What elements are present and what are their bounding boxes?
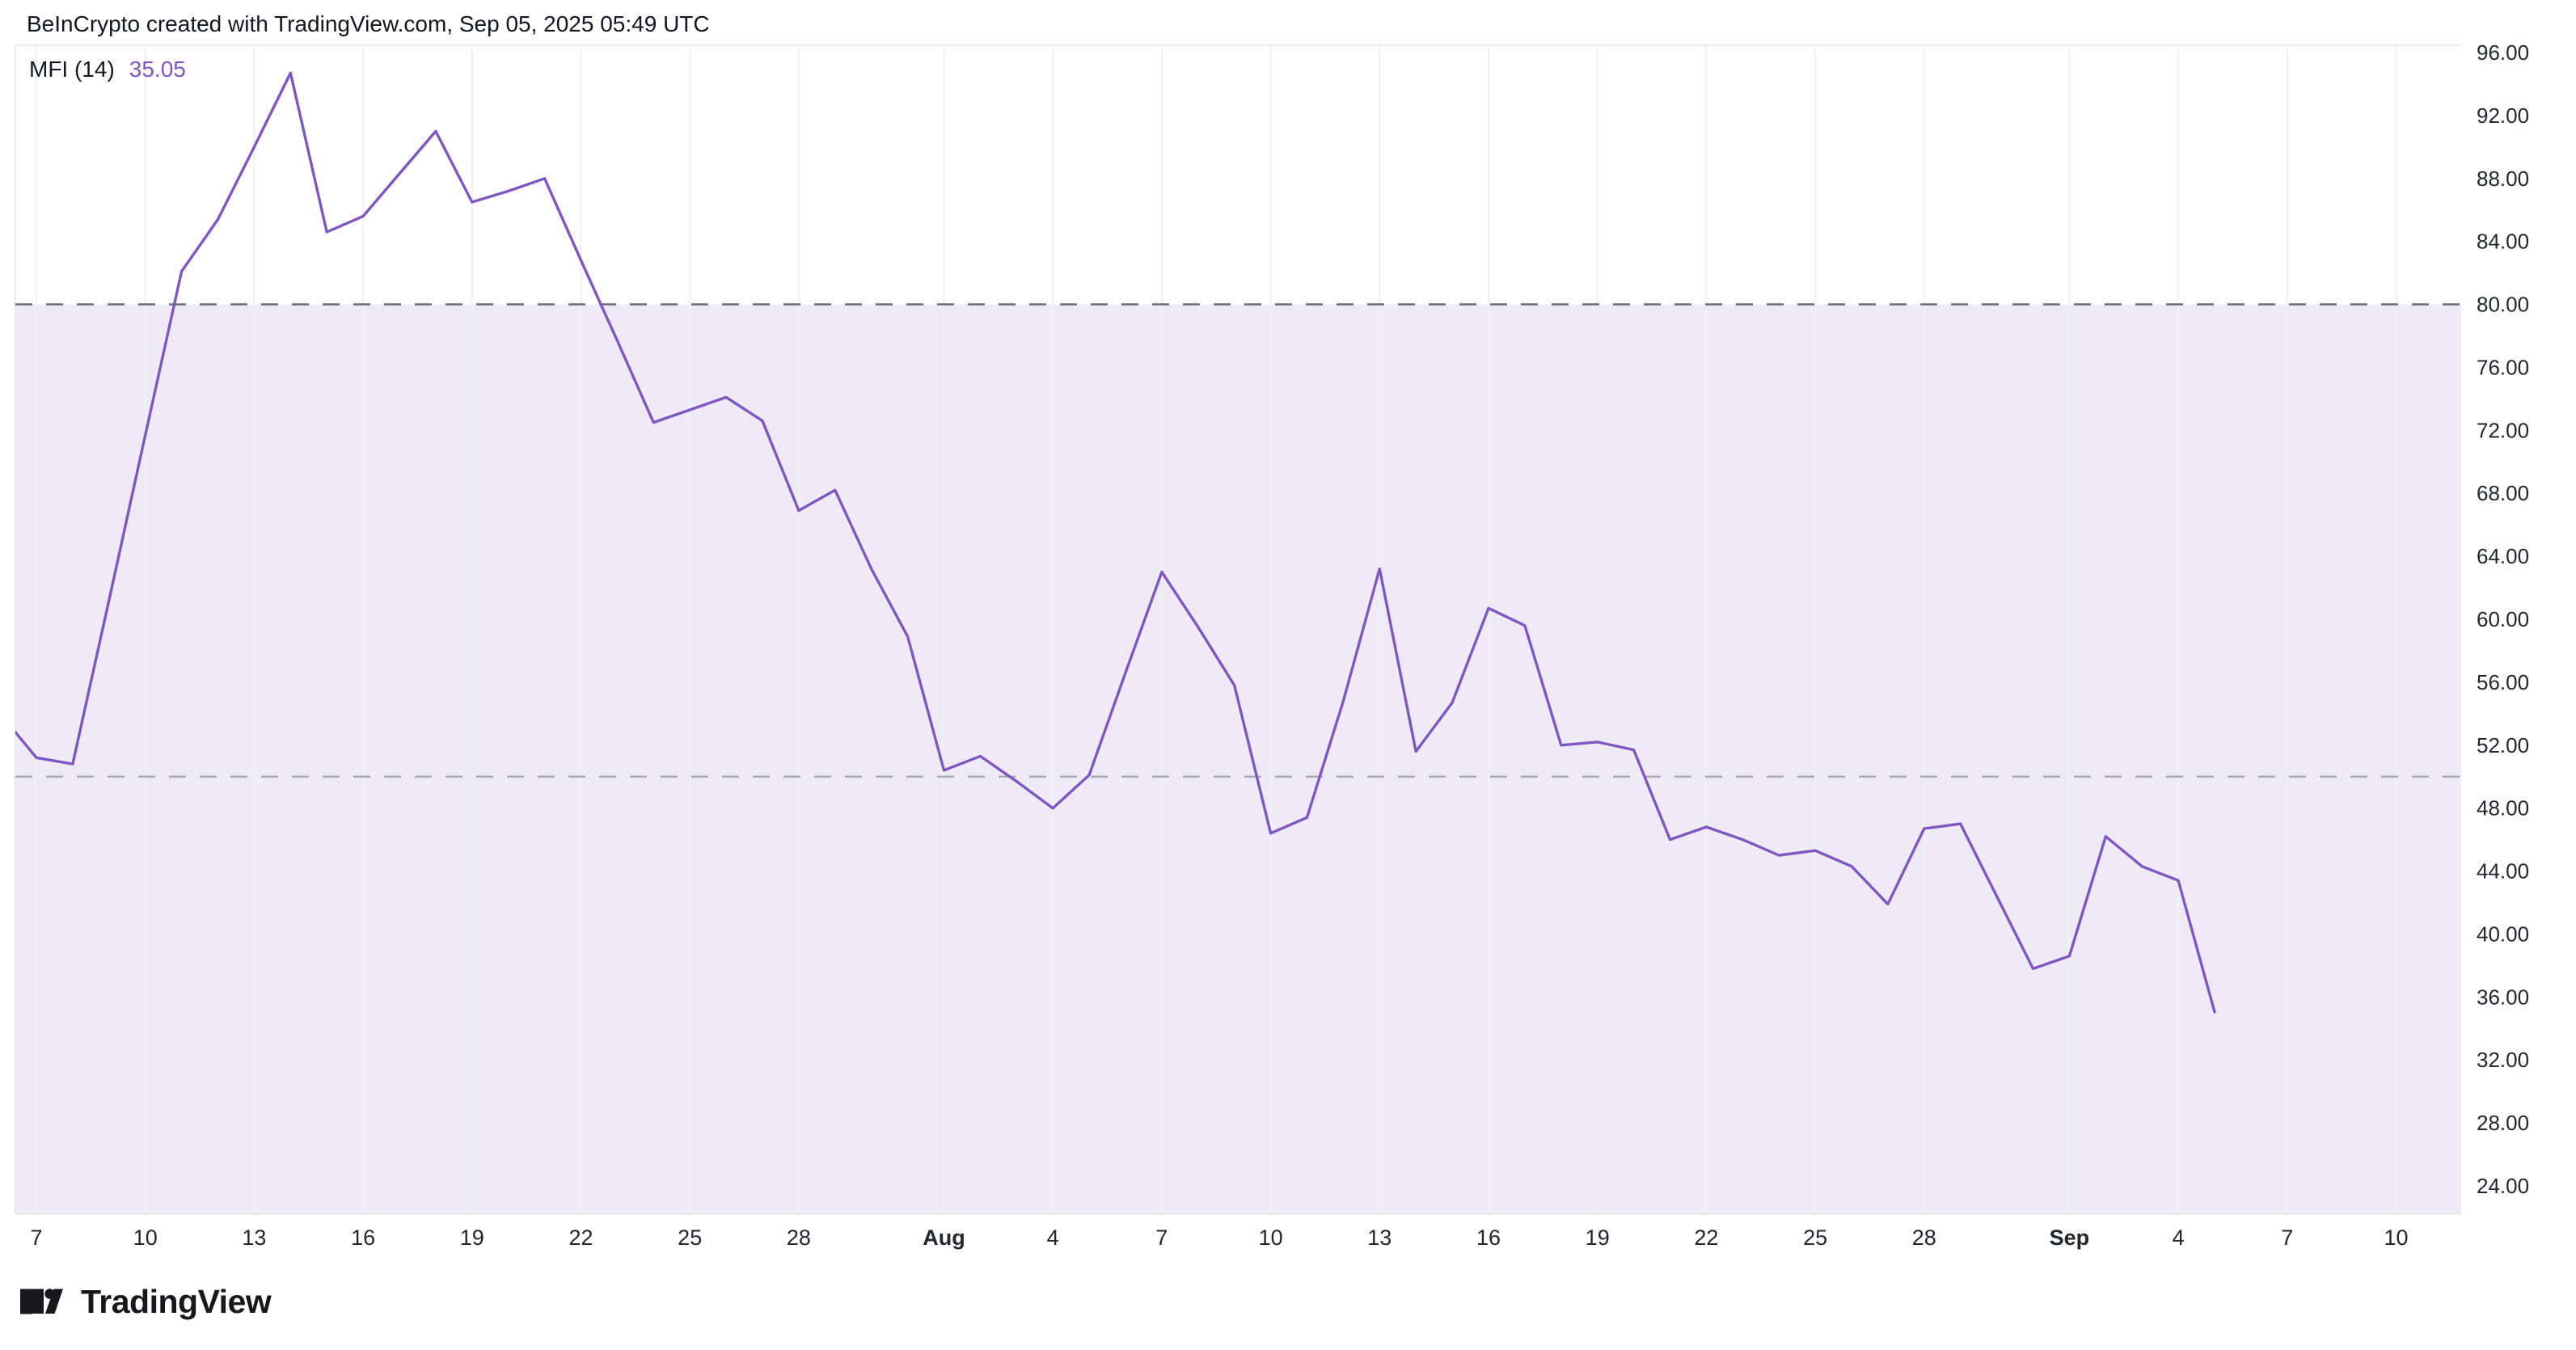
tradingview-logo[interactable]: TradingView bbox=[20, 1283, 272, 1320]
svg-text:60.00: 60.00 bbox=[2477, 607, 2529, 631]
tradingview-logo-text: TradingView bbox=[81, 1283, 272, 1320]
svg-text:13: 13 bbox=[242, 1226, 266, 1250]
indicator-value: 35.05 bbox=[129, 57, 186, 82]
svg-text:25: 25 bbox=[678, 1226, 702, 1250]
svg-text:10: 10 bbox=[1259, 1226, 1283, 1250]
svg-text:64.00: 64.00 bbox=[2477, 544, 2529, 568]
svg-text:10: 10 bbox=[133, 1226, 158, 1250]
svg-text:68.00: 68.00 bbox=[2477, 481, 2529, 505]
svg-text:Aug: Aug bbox=[923, 1226, 965, 1250]
svg-text:32.00: 32.00 bbox=[2477, 1048, 2529, 1072]
svg-text:7: 7 bbox=[30, 1226, 42, 1250]
svg-text:7: 7 bbox=[2281, 1226, 2293, 1250]
svg-text:19: 19 bbox=[1586, 1226, 1610, 1250]
y-axis-price-scale[interactable]: 96.00 92.00 88.00 84.00 80.00 76.00 72.00 68.00… bbox=[2477, 40, 2529, 1198]
svg-text:52.00: 52.00 bbox=[2477, 733, 2529, 757]
svg-text:84.00: 84.00 bbox=[2477, 230, 2529, 254]
svg-text:7: 7 bbox=[1155, 1226, 1168, 1250]
svg-text:10: 10 bbox=[2384, 1226, 2408, 1250]
svg-text:22: 22 bbox=[1694, 1226, 1718, 1250]
svg-text:22: 22 bbox=[568, 1226, 593, 1250]
svg-text:96.00: 96.00 bbox=[2477, 40, 2529, 65]
svg-text:4: 4 bbox=[2173, 1226, 2185, 1250]
svg-text:28: 28 bbox=[787, 1226, 811, 1250]
svg-text:28.00: 28.00 bbox=[2477, 1111, 2529, 1135]
svg-text:48.00: 48.00 bbox=[2477, 796, 2529, 821]
svg-text:72.00: 72.00 bbox=[2477, 418, 2529, 442]
svg-text:40.00: 40.00 bbox=[2477, 922, 2529, 946]
svg-text:92.00: 92.00 bbox=[2477, 103, 2529, 128]
pane-borders bbox=[15, 44, 2461, 1215]
indicator-name: MFI (14) bbox=[29, 57, 115, 82]
svg-text:76.00: 76.00 bbox=[2477, 355, 2529, 379]
svg-text:88.00: 88.00 bbox=[2477, 167, 2529, 191]
x-axis-time-scale[interactable]: 7 10 13 16 19 22 25 28 Aug 4 7 10 13 16 19 22 25 28 Sep 4 7 1… bbox=[30, 1226, 2408, 1250]
svg-text:25: 25 bbox=[1803, 1226, 1827, 1250]
svg-text:56.00: 56.00 bbox=[2477, 670, 2529, 694]
svg-text:Sep: Sep bbox=[2050, 1226, 2090, 1250]
svg-text:4: 4 bbox=[1047, 1226, 1059, 1250]
overbought-band bbox=[15, 304, 2461, 1214]
svg-text:16: 16 bbox=[1476, 1226, 1501, 1250]
svg-text:44.00: 44.00 bbox=[2477, 859, 2529, 884]
tradingview-logo-icon bbox=[20, 1289, 63, 1314]
svg-text:16: 16 bbox=[351, 1226, 375, 1250]
svg-text:36.00: 36.00 bbox=[2477, 985, 2529, 1009]
svg-text:28: 28 bbox=[1912, 1226, 1936, 1250]
svg-text:24.00: 24.00 bbox=[2477, 1174, 2529, 1198]
attribution-text: BeInCrypto created with TradingView.com,… bbox=[27, 11, 710, 36]
svg-text:80.00: 80.00 bbox=[2477, 293, 2529, 317]
indicator-legend[interactable]: MFI (14) 35.05 bbox=[29, 57, 186, 82]
vertical-gridlines bbox=[36, 45, 2397, 1214]
svg-text:13: 13 bbox=[1367, 1226, 1391, 1250]
mfi-series-line[interactable] bbox=[0, 71, 2216, 1014]
svg-text:19: 19 bbox=[460, 1226, 484, 1250]
